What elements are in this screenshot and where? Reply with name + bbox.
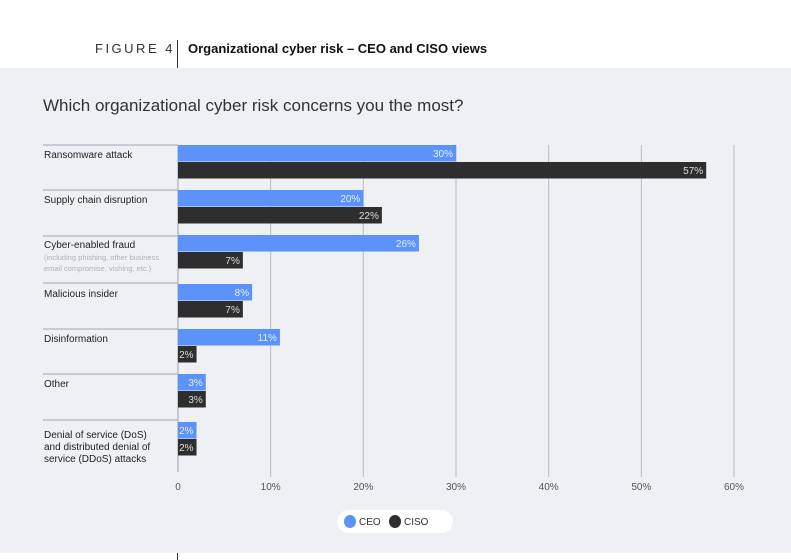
bar-ceo: [178, 284, 253, 301]
bar-ciso: [178, 301, 243, 318]
data-label: 22%: [359, 211, 379, 222]
data-label: 20%: [340, 194, 360, 205]
bar-ciso: [178, 346, 197, 363]
data-label: 57%: [683, 166, 703, 177]
data-label: 26%: [396, 239, 416, 250]
figure-number: FIGURE 4: [95, 41, 175, 56]
category-label: Ransomware attack: [44, 150, 133, 161]
legend-marker-ceo: [344, 515, 356, 528]
x-tick-label: 30%: [446, 482, 466, 493]
x-tick-label: 10%: [261, 482, 281, 493]
category-label: Malicious insider: [44, 289, 119, 300]
x-tick-label: 0: [175, 482, 181, 493]
bar-ceo: [178, 422, 197, 439]
data-label: 2%: [179, 350, 194, 361]
category-label: and distributed denial of: [44, 442, 150, 453]
category-label: Disinformation: [44, 334, 108, 345]
data-label: 30%: [433, 149, 453, 160]
category-label: Supply chain disruption: [44, 195, 147, 206]
data-label: 2%: [179, 426, 194, 437]
data-label: 7%: [225, 305, 240, 316]
data-label: 3%: [188, 395, 203, 406]
figure-title: Organizational cyber risk – CEO and CISO…: [188, 41, 488, 56]
footer-divider: [177, 553, 178, 560]
category-label: Denial of service (DoS): [44, 430, 147, 441]
legend-label: CISO: [404, 517, 429, 528]
legend-label: CEO: [359, 517, 381, 528]
data-label: 2%: [179, 443, 194, 454]
bar-ciso: [178, 391, 206, 408]
data-label: 7%: [225, 256, 240, 267]
bar-ciso: [178, 162, 707, 179]
bar-ciso: [178, 252, 243, 269]
x-tick-label: 20%: [353, 482, 373, 493]
data-label: 8%: [235, 288, 250, 299]
bar-ceo: [178, 235, 419, 252]
bar-ceo: [178, 329, 280, 346]
category-label: service (DDoS) attacks: [44, 454, 146, 465]
category-label: Cyber-enabled fraud: [44, 240, 135, 251]
bar-ceo: [178, 374, 206, 391]
x-tick-label: 40%: [539, 482, 559, 493]
bar-ciso: [178, 439, 197, 456]
header-divider: [177, 40, 178, 68]
category-label: Other: [44, 379, 70, 390]
chart-title: Which organizational cyber risk concerns…: [43, 96, 464, 115]
category-note: (including phishing, other business: [44, 253, 159, 262]
bar-ceo: [178, 145, 456, 162]
data-label: 11%: [258, 333, 277, 344]
bar-ceo: [178, 190, 364, 207]
x-tick-label: 50%: [631, 482, 651, 493]
bar-ciso: [178, 207, 382, 224]
x-tick-label: 60%: [724, 482, 744, 493]
category-note: email compromise, vishing, etc.): [44, 264, 152, 273]
legend-marker-ciso: [389, 515, 401, 528]
data-label: 3%: [188, 378, 203, 389]
